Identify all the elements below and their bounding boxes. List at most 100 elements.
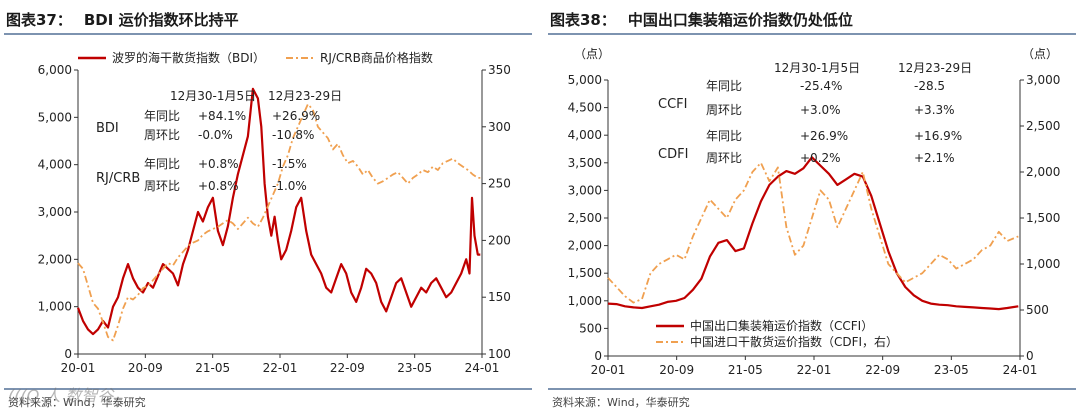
y-left-tick-label: 2,500 (568, 211, 602, 225)
legend-label: 波罗的海干散货指数（BDI） (112, 50, 265, 65)
series-line-bdi (76, 87, 481, 336)
y-left-tick-label: 4,500 (568, 101, 602, 115)
x-tick-label: 24-01 (465, 361, 500, 375)
figure-label: 图表38： (550, 11, 616, 29)
annotation-row-label: 年同比 (706, 129, 742, 143)
y-right-tick-label: 300 (488, 120, 511, 134)
y-left-tick-label: 6,000 (38, 63, 72, 77)
annotation-row-label: 周环比 (144, 128, 180, 142)
y-left-tick-label: 5,000 (38, 110, 72, 124)
y-right-tick-label: 250 (488, 177, 511, 191)
bdi-line-chart: 0 1,000 2,000 3,000 4,000 5,000 6,000 100 150 200… (38, 50, 511, 375)
source-note: 资料来源：Wind，华泰研究 (552, 396, 690, 409)
y-left-tick-label: 3,500 (568, 156, 602, 170)
annotation-value: +26.9% (272, 109, 320, 123)
series-line-rjcrb (77, 103, 481, 342)
y-right-tick-label: 0 (1026, 349, 1034, 363)
left-chart-panel: 图表37： BDI 运价指数环比持平 0 1,000 2,000 3,000 4,000 5… (0, 0, 536, 416)
y-left-tick-label: 0 (64, 347, 72, 361)
title-rule (4, 33, 532, 35)
legend-label: RJ/CRB商品价格指数 (320, 50, 433, 65)
annotation-value: +26.9% (800, 129, 848, 143)
chart-title: 图表37： BDI 运价指数环比持平 (6, 9, 239, 30)
source-rule (4, 388, 532, 390)
annotation-value: -0.0% (198, 128, 233, 142)
figure-title: BDI 运价指数环比持平 (83, 11, 239, 29)
annotation-value: +3.3% (914, 103, 955, 117)
x-tick-label: 21-05 (728, 363, 763, 377)
y-left-tick-label: 1,000 (568, 294, 602, 308)
annotation-value: +3.0% (800, 103, 841, 117)
source-note: 资料来源：Wind，华泰研究 (8, 396, 146, 409)
x-tick-label: 24-01 (1003, 363, 1038, 377)
annotation-group: BDI (96, 121, 119, 136)
y-left-tick-label: 500 (579, 321, 602, 335)
series-line-cdfi (607, 161, 1019, 304)
y-left-tick-label: 1,500 (568, 266, 602, 280)
y-right-tick-label: 2,500 (1026, 119, 1060, 133)
x-tick-label: 22-01 (797, 363, 832, 377)
annotation-value: -25.4% (800, 79, 842, 93)
x-tick-label: 20-01 (591, 363, 626, 377)
annotation-value: -10.8% (272, 128, 314, 142)
annotation-value: -1.0% (272, 179, 307, 193)
y-left-tick-label: 2,000 (568, 239, 602, 253)
annotation-header: 12月30-1月5日 (774, 61, 860, 75)
legend-label: 中国出口集装箱运价指数（CCFI） (690, 318, 873, 333)
y-right-tick-label: 3,000 (1026, 73, 1060, 87)
annotation-header: 12月30-1月5日 (170, 89, 256, 103)
y-left-tick-label: 3,000 (568, 183, 602, 197)
annotation-row-label: 年同比 (706, 79, 742, 93)
figure-label: 图表37： (6, 11, 72, 29)
annotation-row-label: 周环比 (144, 179, 180, 193)
annotation-value: +16.9% (914, 129, 962, 143)
y-left-tick-label: 4,000 (38, 158, 72, 172)
ccfi-line-chart: 0 500 1,000 1,500 2,000 2,500 3,000 3,500 4,000 4… (568, 47, 1061, 377)
x-tick-label: 22-09 (330, 361, 365, 375)
x-tick-label: 20-09 (659, 363, 694, 377)
x-tick-label: 22-01 (263, 361, 298, 375)
chart-title: 图表38： 中国出口集装箱运价指数仍处低位 (550, 9, 853, 30)
title-rule (548, 33, 1076, 35)
y-right-tick-label: 1,000 (1026, 257, 1060, 271)
y-right-tick-label: 350 (488, 63, 511, 77)
y-left-tick-label: 3,000 (38, 205, 72, 219)
y-left-tick-label: 5,000 (568, 73, 602, 87)
annotation-row-label: 周环比 (706, 151, 742, 165)
y-left-tick-label: 0 (594, 349, 602, 363)
legend-label: 中国进口干散货运价指数（CDFI，右） (690, 334, 898, 349)
annotation-row-label: 年同比 (144, 157, 180, 171)
series-line-ccfi (607, 156, 1019, 311)
y-left-tick-label: 2,000 (38, 252, 72, 266)
annotation-value: +0.8% (198, 179, 239, 193)
annotation-value: +84.1% (198, 109, 246, 123)
y-right-unit: （点） (1022, 47, 1058, 61)
y-left-unit: （点） (574, 47, 610, 61)
x-tick-label: 21-05 (195, 361, 230, 375)
y-left-tick-label: 4,000 (568, 128, 602, 142)
y-right-tick-label: 150 (488, 290, 511, 304)
annotation-group: CDFI (658, 147, 688, 162)
y-left-tick-label: 1,000 (38, 300, 72, 314)
annotation-group: RJ/CRB (96, 171, 140, 186)
y-right-tick-label: 1,500 (1026, 211, 1060, 225)
annotation-value: +0.8% (198, 157, 239, 171)
watermark-logo: (((O 人 数智谷 (8, 386, 114, 405)
y-right-tick-label: 2,000 (1026, 165, 1060, 179)
annotation-row-label: 周环比 (706, 103, 742, 117)
source-rule (548, 388, 1076, 390)
right-chart-panel: 图表38： 中国出口集装箱运价指数仍处低位 0 500 1,000 1,500 2,000… (544, 0, 1080, 416)
annotation-row-label: 年同比 (144, 109, 180, 123)
annotation-group: CCFI (658, 97, 687, 112)
annotation-value: -1.5% (272, 157, 307, 171)
x-tick-label: 22-09 (865, 363, 900, 377)
figure-title: 中国出口集装箱运价指数仍处低位 (627, 11, 853, 29)
y-right-tick-label: 100 (488, 347, 511, 361)
annotation-value: +0.2% (800, 151, 841, 165)
annotation-value: +2.1% (914, 151, 955, 165)
x-tick-label: 23-05 (934, 363, 969, 377)
y-right-tick-label: 200 (488, 233, 511, 247)
annotation-header: 12月23-29日 (898, 61, 972, 75)
x-tick-label: 23-05 (397, 361, 432, 375)
x-tick-label: 20-09 (128, 361, 163, 375)
